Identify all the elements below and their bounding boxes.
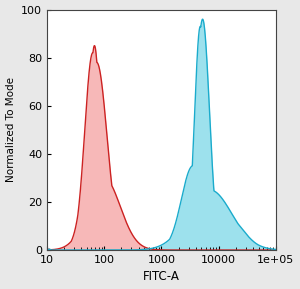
Y-axis label: Normalized To Mode: Normalized To Mode <box>6 77 16 182</box>
X-axis label: FITC-A: FITC-A <box>143 271 180 284</box>
